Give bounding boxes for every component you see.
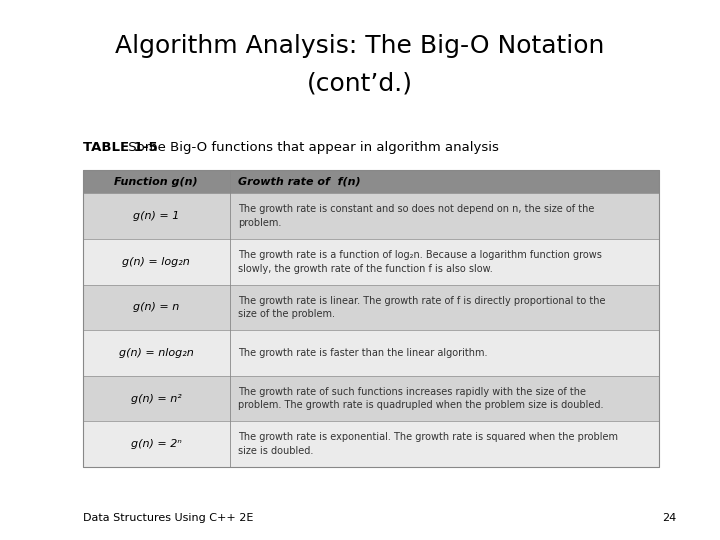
Text: Algorithm Analysis: The Big-O Notation: Algorithm Analysis: The Big-O Notation — [115, 34, 605, 58]
Text: The growth rate is faster than the linear algorithm.: The growth rate is faster than the linea… — [238, 348, 488, 358]
Text: The growth rate of such functions increases rapidly with the size of the
problem: The growth rate of such functions increa… — [238, 387, 604, 410]
Text: The growth rate is constant and so does not depend on n, the size of the
problem: The growth rate is constant and so does … — [238, 204, 595, 228]
Text: Growth rate of  f(n): Growth rate of f(n) — [238, 177, 361, 187]
Bar — [83, 376, 659, 421]
Text: Data Structures Using C++ 2E: Data Structures Using C++ 2E — [83, 514, 253, 523]
Text: Some Big-O functions that appear in algorithm analysis: Some Big-O functions that appear in algo… — [125, 141, 499, 154]
Text: Function g(n): Function g(n) — [114, 177, 198, 187]
Text: g(n) = log₂n: g(n) = log₂n — [122, 256, 190, 267]
Text: The growth rate is exponential. The growth rate is squared when the problem
size: The growth rate is exponential. The grow… — [238, 433, 618, 456]
Text: TABLE 1-5: TABLE 1-5 — [83, 141, 158, 154]
Bar — [83, 330, 659, 376]
Bar — [83, 193, 659, 239]
Bar — [83, 285, 659, 330]
Bar — [83, 239, 659, 285]
Text: 24: 24 — [662, 514, 677, 523]
Text: The growth rate is linear. The growth rate of f is directly proportional to the
: The growth rate is linear. The growth ra… — [238, 295, 606, 319]
Text: g(n) = n: g(n) = n — [133, 302, 179, 312]
Bar — [83, 421, 659, 467]
Text: g(n) = nlog₂n: g(n) = nlog₂n — [119, 348, 194, 358]
Text: g(n) = n²: g(n) = n² — [131, 394, 181, 403]
Text: g(n) = 2ⁿ: g(n) = 2ⁿ — [131, 439, 181, 449]
Text: (cont’d.): (cont’d.) — [307, 72, 413, 96]
Bar — [83, 170, 659, 467]
Text: The growth rate is a function of log₂n. Because a logarithm function grows
slowl: The growth rate is a function of log₂n. … — [238, 250, 602, 274]
Text: g(n) = 1: g(n) = 1 — [133, 211, 179, 221]
Bar — [83, 170, 659, 193]
